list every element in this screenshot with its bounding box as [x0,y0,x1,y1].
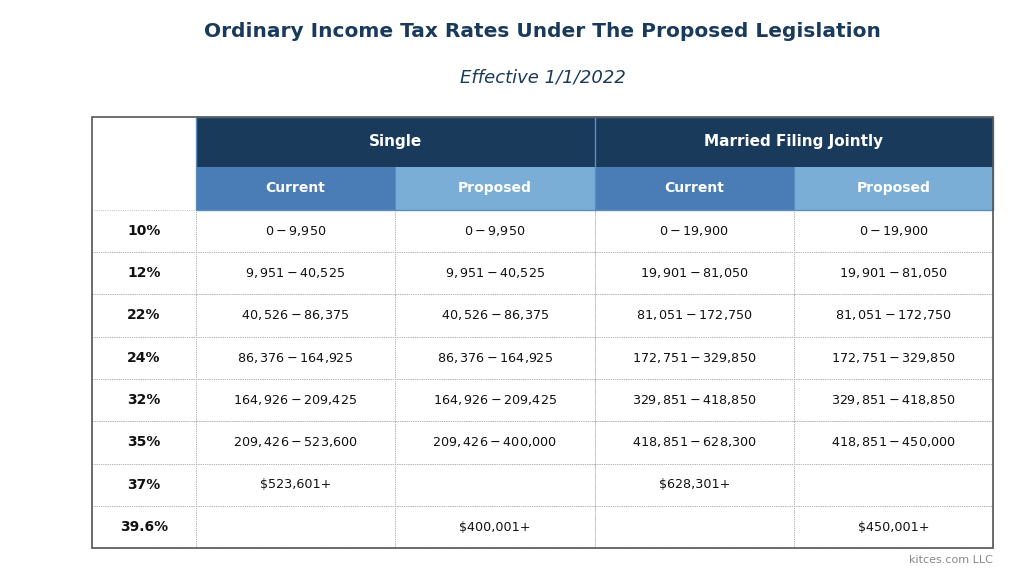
Text: $40,526 - $86,375: $40,526 - $86,375 [440,308,549,323]
Text: $86,376 - $164,925: $86,376 - $164,925 [238,351,353,365]
Text: $9,951 - $40,525: $9,951 - $40,525 [444,266,545,280]
Text: Proposed: Proposed [857,181,931,195]
Text: $81,051 - $172,750: $81,051 - $172,750 [836,308,952,323]
Text: 32%: 32% [127,393,161,407]
Text: Effective 1/1/2022: Effective 1/1/2022 [460,68,626,86]
Text: $400,001+: $400,001+ [459,521,530,533]
Text: $0 - $9,950: $0 - $9,950 [464,224,525,238]
Text: Married Filing Jointly: Married Filing Jointly [705,134,884,150]
Text: kitces.com LLC: kitces.com LLC [909,555,993,565]
Text: 37%: 37% [127,478,161,492]
Text: 12%: 12% [127,266,161,280]
Text: $172,751 - $329,850: $172,751 - $329,850 [831,351,955,365]
Text: Ordinary Income Tax Rates Under The Proposed Legislation: Ordinary Income Tax Rates Under The Prop… [204,22,882,41]
Text: $19,901 - $81,050: $19,901 - $81,050 [840,266,948,280]
Text: $418,851 - $450,000: $418,851 - $450,000 [831,436,956,449]
Text: $209,426 - $400,000: $209,426 - $400,000 [432,436,557,449]
Text: $209,426 - $523,600: $209,426 - $523,600 [233,436,357,449]
Text: $0 - $19,900: $0 - $19,900 [659,224,729,238]
Text: $81,051 - $172,750: $81,051 - $172,750 [636,308,753,323]
Text: $164,926 - $209,425: $164,926 - $209,425 [433,393,557,407]
Text: $628,301+: $628,301+ [658,478,730,491]
Text: $40,526 - $86,375: $40,526 - $86,375 [242,308,349,323]
Text: $86,376 - $164,925: $86,376 - $164,925 [437,351,553,365]
Text: $9,951 - $40,525: $9,951 - $40,525 [246,266,345,280]
Text: Single: Single [369,134,422,150]
Text: $523,601+: $523,601+ [260,478,331,491]
Text: 10%: 10% [127,224,161,238]
Text: $0 - $9,950: $0 - $9,950 [265,224,327,238]
Text: 39.6%: 39.6% [120,520,168,534]
Text: 24%: 24% [127,351,161,365]
Text: $19,901 - $81,050: $19,901 - $81,050 [640,266,749,280]
Text: $450,001+: $450,001+ [858,521,930,533]
Text: Proposed: Proposed [458,181,531,195]
Text: $0 - $19,900: $0 - $19,900 [859,224,929,238]
Text: $329,851 - $418,850: $329,851 - $418,850 [831,393,955,407]
Text: $172,751 - $329,850: $172,751 - $329,850 [632,351,757,365]
Text: Current: Current [665,181,724,195]
Text: $418,851 - $628,300: $418,851 - $628,300 [632,436,757,449]
Text: Current: Current [265,181,326,195]
Text: 22%: 22% [127,308,161,323]
Text: $329,851 - $418,850: $329,851 - $418,850 [632,393,757,407]
Text: 35%: 35% [127,436,161,449]
Text: $164,926 - $209,425: $164,926 - $209,425 [233,393,357,407]
